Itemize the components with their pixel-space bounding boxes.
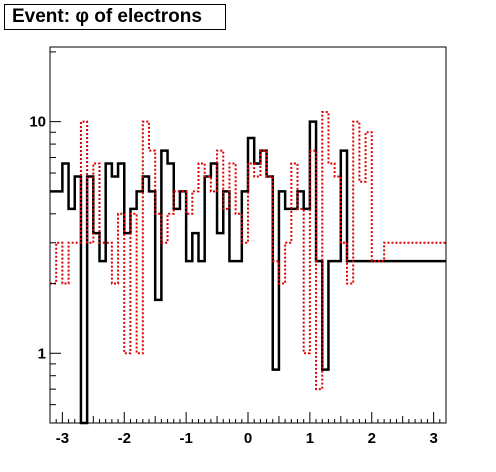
series-layer — [50, 111, 446, 425]
plot-frame — [49, 46, 447, 424]
series-dotted — [50, 111, 446, 391]
series-solid — [50, 120, 446, 425]
chart-title: Event: φ of electrons — [4, 4, 226, 30]
y-tick-label: 1 — [38, 345, 46, 362]
x-tick-label: -1 — [179, 430, 192, 447]
series-line-solid — [50, 120, 446, 425]
series-line-dotted — [50, 111, 446, 391]
axis-layer: -3 -2 -1 0 1 2 3 1 10 — [29, 51, 447, 447]
x-tick-label: 3 — [429, 430, 437, 447]
y-tick-label: 10 — [29, 114, 46, 131]
x-tick-label: 1 — [306, 430, 314, 447]
x-tick-label: -3 — [56, 430, 69, 447]
x-tick-label: 0 — [244, 430, 252, 447]
x-tick-label: -2 — [118, 430, 131, 447]
x-tick-label: 2 — [368, 430, 376, 447]
